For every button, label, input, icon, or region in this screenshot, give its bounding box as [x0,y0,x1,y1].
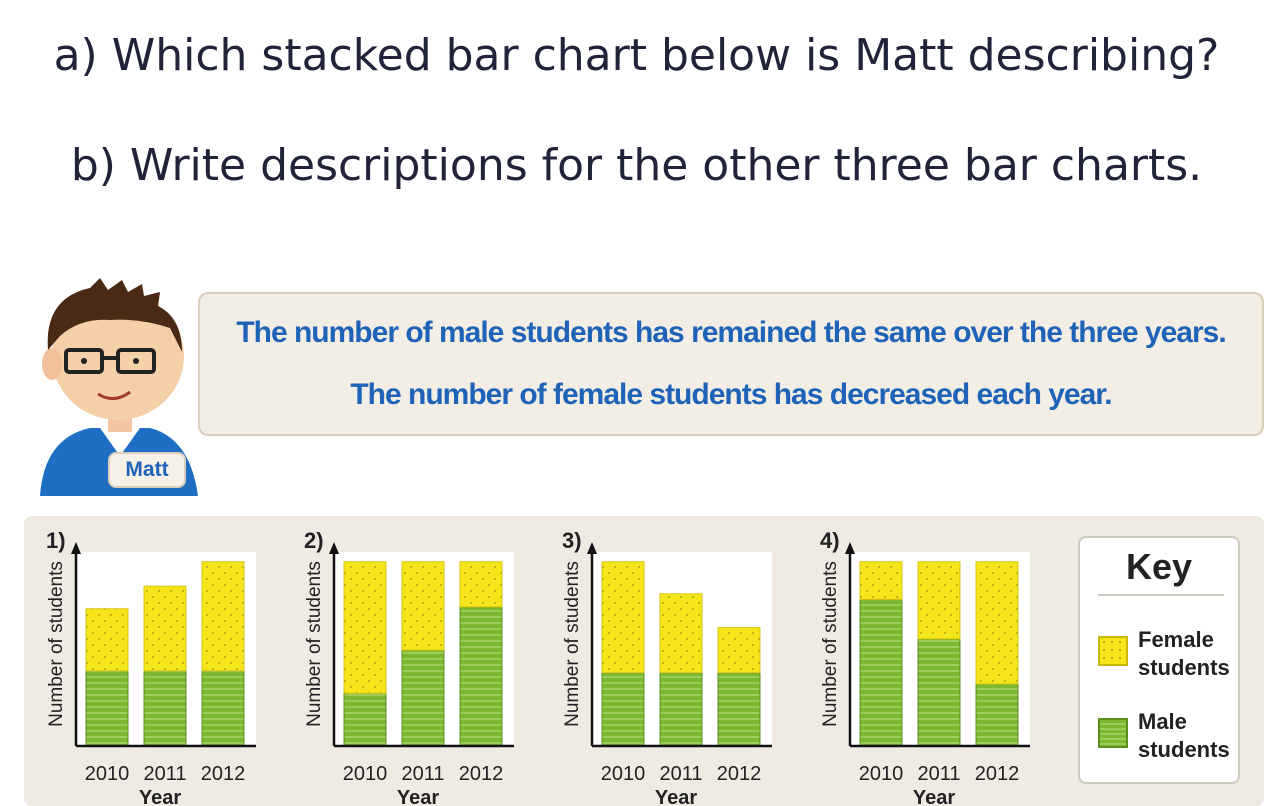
female-key-label: Female students [1138,626,1238,682]
question-a: a) Which stacked bar chart below is Matt… [53,30,1220,81]
speech-line-2: The number of female students has decrea… [350,378,1112,411]
male-key-label-line1: Male [1138,709,1187,734]
male-swatch [1098,718,1128,748]
male-key-label-line2: students [1138,737,1230,762]
matt-avatar [30,278,230,500]
key-box: Key Female students Male students [1078,536,1240,784]
key-divider [1098,594,1224,596]
speech-line-1: The number of male students has remained… [236,316,1226,349]
female-key-label-line1: Female [1138,627,1214,652]
key-title: Key [1125,546,1193,587]
male-key-label: Male students [1138,708,1238,764]
speech-bubble: The number of male students has remained… [198,292,1264,436]
question-b: b) Write descriptions for the other thre… [70,140,1203,191]
female-swatch [1098,636,1128,666]
name-tag: Matt [108,452,186,488]
female-key-label-line2: students [1138,655,1230,680]
